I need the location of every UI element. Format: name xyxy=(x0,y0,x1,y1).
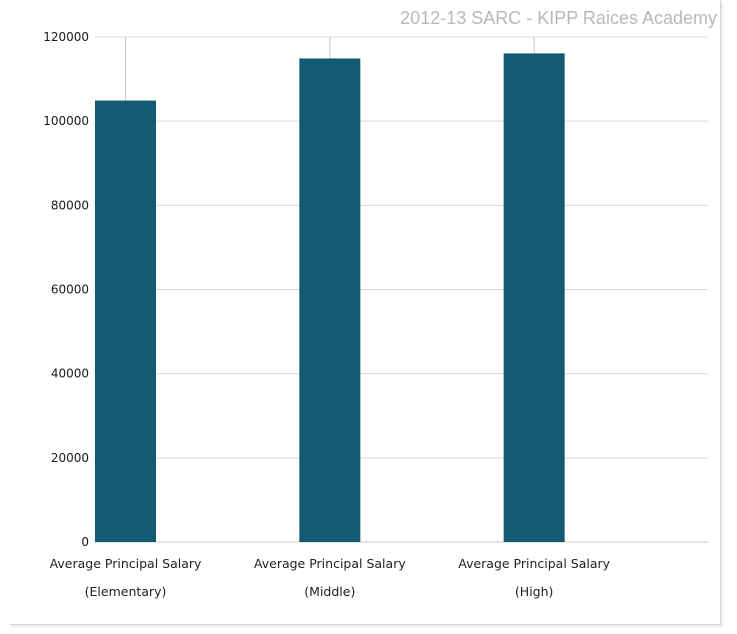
x-tick-label: Average Principal Salary xyxy=(254,556,406,571)
bar xyxy=(299,58,361,543)
x-tick-label: Average Principal Salary xyxy=(50,556,202,571)
y-tick-label: 0 xyxy=(81,535,89,549)
labels: 0 20000 40000 60000 80000 100000 120000 Average… xyxy=(43,30,610,599)
x-tick-label: (Middle) xyxy=(304,584,355,599)
y-tick-label: 40000 xyxy=(51,367,89,381)
bars xyxy=(95,53,565,543)
x-tick-label: Average Principal Salary xyxy=(458,556,610,571)
y-tick-label: 80000 xyxy=(51,198,89,212)
y-tick-label: 20000 xyxy=(51,451,89,465)
bar xyxy=(95,100,156,542)
gridlines xyxy=(95,36,708,543)
x-tick-label: (High) xyxy=(515,584,553,599)
y-tick-label: 120000 xyxy=(43,30,89,44)
y-tick-label: 60000 xyxy=(51,283,89,297)
y-tick-label: 100000 xyxy=(43,114,89,128)
bar xyxy=(503,53,565,542)
chart-title: 2012-13 SARC - KIPP Raices Academy xyxy=(400,8,717,28)
x-tick-label: (Elementary) xyxy=(85,584,167,599)
chart-frame xyxy=(10,0,721,625)
